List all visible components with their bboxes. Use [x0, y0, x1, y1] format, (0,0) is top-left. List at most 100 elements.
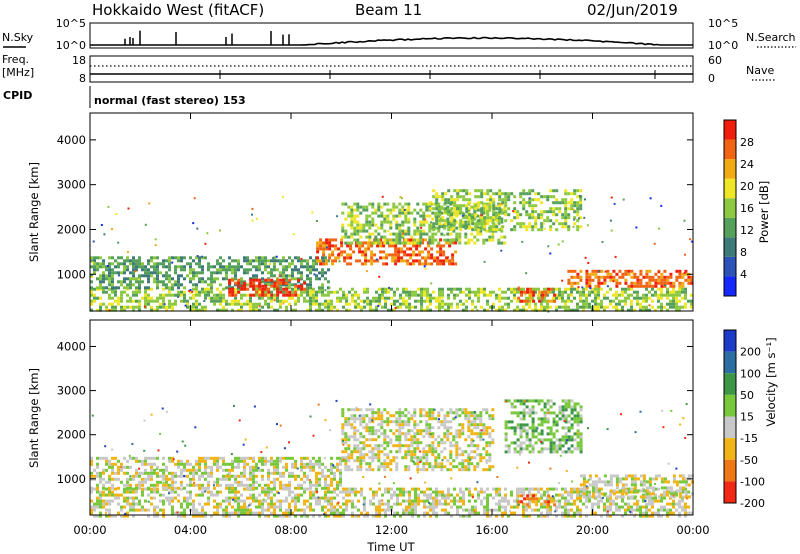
echo-cell: [454, 241, 458, 245]
echo-cell: [102, 280, 105, 284]
echo-cell: [351, 487, 354, 491]
echo-cell: [456, 505, 459, 509]
echo-cell: [192, 271, 195, 275]
echo-cell: [645, 287, 648, 291]
echo-cell: [300, 287, 304, 291]
echo-cell: [435, 502, 438, 506]
echo-cell: [306, 283, 309, 287]
echo-cell: [585, 296, 588, 300]
echo-cell: [288, 290, 292, 294]
echo-cell: [372, 490, 375, 494]
echo-cell: [234, 281, 238, 285]
echo-cell: [249, 293, 253, 297]
echo-cell: [669, 272, 673, 276]
echo-cell: [567, 228, 571, 232]
echo-cell: [498, 299, 501, 303]
echo-cell: [669, 508, 672, 512]
echo-cell: [126, 259, 129, 263]
echo-cell: [510, 290, 513, 294]
echo-cell: [201, 277, 204, 281]
echo-cell: [458, 423, 462, 427]
echo-cell: [436, 262, 440, 266]
echo-cell: [452, 229, 456, 233]
echo-cell: [273, 459, 276, 463]
echo-cell: [264, 280, 267, 284]
echo-cell: [407, 202, 411, 206]
echo-cell: [162, 502, 165, 506]
echo-cell: [261, 262, 264, 266]
echo-cell: [264, 293, 268, 297]
echo-cell: [328, 244, 332, 248]
echo-cell: [165, 477, 168, 481]
echo-cell: [371, 241, 375, 245]
echo-cell: [201, 308, 204, 312]
echo-cell: [330, 462, 333, 466]
echo-cell: [201, 493, 204, 497]
echo-cell: [111, 471, 114, 475]
echo-cell: [504, 511, 507, 515]
echo-cell: [540, 493, 543, 497]
echo-cell: [630, 490, 633, 494]
echo-cell: [204, 296, 207, 300]
echo-cell: [579, 299, 582, 303]
echo-cell: [471, 216, 475, 220]
echo-cell: [576, 308, 579, 312]
echo-cell: [285, 486, 288, 490]
echo-cell: [120, 256, 123, 260]
echo-cell: [102, 302, 105, 306]
echo-cell: [486, 299, 489, 303]
echo-cell: [419, 223, 423, 227]
echo-cell: [126, 471, 129, 475]
echo-cell: [432, 225, 436, 229]
echo-cell: [477, 299, 480, 303]
echo-cell: [270, 259, 273, 263]
echo-cell: [351, 505, 354, 509]
echo-cell: [361, 244, 365, 248]
echo-cell: [660, 293, 663, 297]
echo-cell: [507, 198, 511, 202]
echo-cell: [426, 487, 429, 491]
echo-cell: [213, 511, 216, 515]
echo-cell: [363, 290, 366, 294]
echo-cell: [210, 474, 213, 478]
echo-cell: [606, 511, 609, 515]
echo-cell: [330, 305, 333, 309]
echo-cell: [162, 302, 165, 306]
echo-cell: [531, 198, 535, 202]
echo-cell: [413, 217, 417, 221]
echo-cell: [219, 256, 222, 260]
echo-cell: [180, 487, 183, 491]
echo-cell: [353, 220, 357, 224]
echo-cell: [380, 220, 384, 224]
echo-cell: [609, 299, 612, 303]
echo-cell: [165, 286, 168, 290]
echo-cell: [445, 259, 449, 263]
echo-cell: [654, 496, 657, 500]
echo-cell: [138, 486, 141, 490]
echo-cell: [579, 201, 583, 205]
echo-cell: [363, 301, 366, 304]
echo-cell: [168, 456, 171, 460]
echo-cell: [264, 268, 267, 272]
echo-cell: [645, 275, 649, 279]
echo-cell: [353, 426, 357, 430]
echo-cell: [419, 420, 423, 424]
echo-cell: [561, 514, 564, 518]
echo-cell: [519, 201, 523, 205]
echo-cell: [234, 271, 237, 275]
echo-cell: [645, 281, 649, 285]
echo-cell: [249, 281, 253, 285]
echo-cell: [207, 283, 210, 287]
echo-cell: [216, 502, 219, 506]
echo-cell: [431, 426, 435, 430]
echo-cell: [450, 290, 453, 294]
echo-cell: [99, 286, 102, 290]
echo-cell: [120, 262, 123, 266]
echo-cell: [322, 250, 326, 254]
echo-cell: [483, 308, 486, 312]
echo-cell: [225, 308, 228, 312]
echo-cell: [483, 219, 487, 223]
echo-cell: [570, 496, 573, 500]
echo-cell: [434, 459, 438, 463]
echo-cell: [546, 195, 550, 199]
